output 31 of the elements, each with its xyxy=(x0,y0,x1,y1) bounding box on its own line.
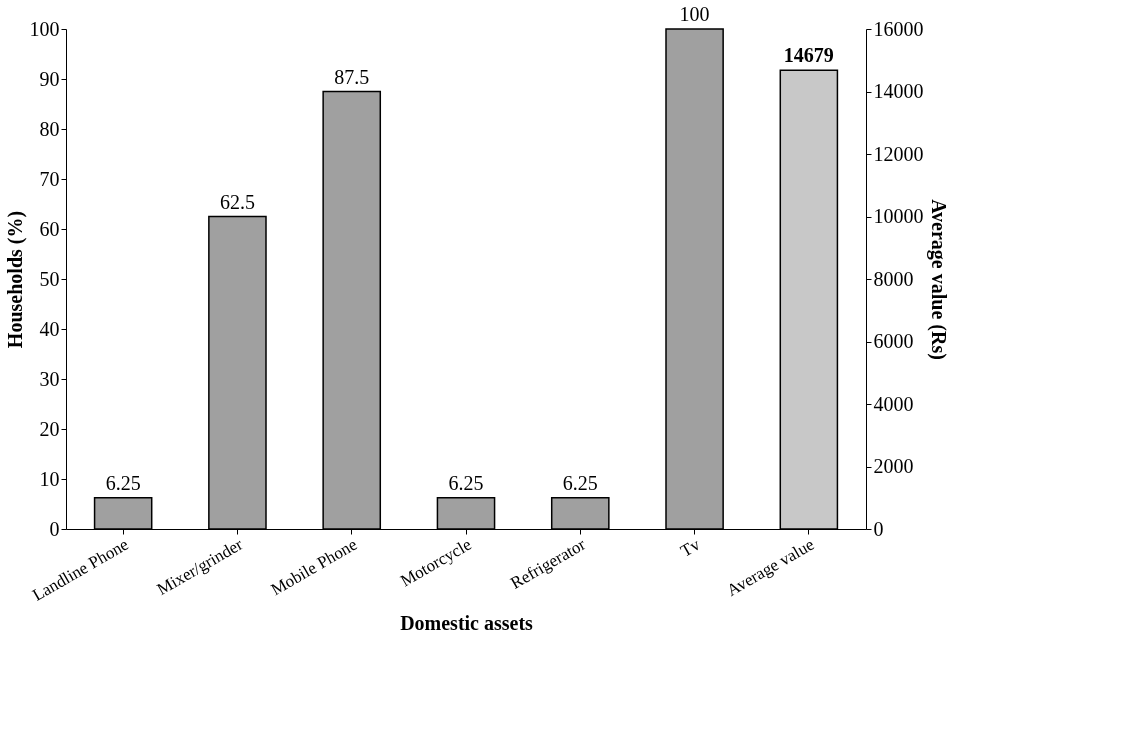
y-tick-label: 70 xyxy=(39,167,60,190)
y-tick-label: 100 xyxy=(29,17,60,40)
data-label: 6.25 xyxy=(448,471,484,494)
data-label: 87.5 xyxy=(334,65,370,88)
y-tick-label: 40 xyxy=(39,317,60,340)
data-label: 14679 xyxy=(783,44,834,67)
y2-tick-label: 2000 xyxy=(873,455,914,477)
y2-tick-label: 12000 xyxy=(873,142,924,165)
data-label: 6.25 xyxy=(105,471,141,494)
y-tick-label: 0 xyxy=(49,517,60,540)
y-tick-label: 80 xyxy=(39,117,60,140)
x-axis-title: Domestic assets xyxy=(400,611,534,634)
y2-tick-label: 0 xyxy=(873,517,884,540)
y-tick-label: 60 xyxy=(39,217,60,240)
y2-tick-label: 16000 xyxy=(873,17,924,40)
y-tick-label: 20 xyxy=(39,417,60,440)
y2-tick-label: 8000 xyxy=(873,267,914,290)
y2-tick-label: 14000 xyxy=(873,80,924,102)
y-tick-label: 90 xyxy=(39,67,60,90)
x-tick-label: Tv xyxy=(677,534,704,561)
y2-axis-title: Average value (Rs) xyxy=(926,199,950,360)
y2-tick-label: 6000 xyxy=(873,330,914,352)
data-label: 6.25 xyxy=(562,471,598,494)
data-label: 100 xyxy=(679,3,710,25)
y-tick-label: 50 xyxy=(39,267,60,290)
y2-tick-label: 4000 xyxy=(873,392,914,415)
data-label: 62.5 xyxy=(219,190,255,213)
y-axis-title: Households (%) xyxy=(3,210,27,349)
y-tick-label: 10 xyxy=(39,467,60,490)
y2-tick-label: 10000 xyxy=(873,205,924,227)
y-tick-label: 30 xyxy=(39,367,60,390)
